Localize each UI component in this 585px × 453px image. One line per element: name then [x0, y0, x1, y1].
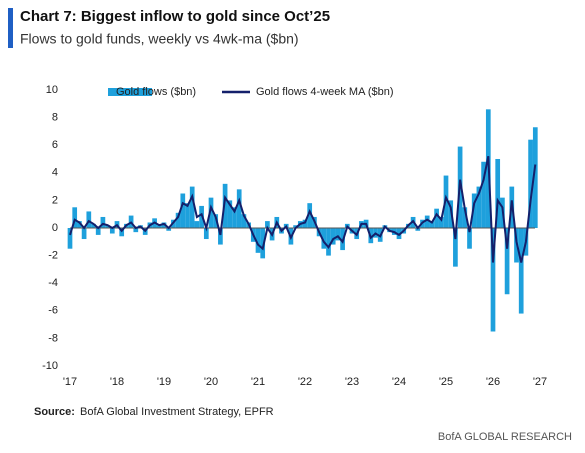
- bar: [175, 212, 181, 228]
- bar: [504, 228, 510, 295]
- bar: [302, 219, 308, 228]
- bar: [166, 228, 172, 231]
- bar: [453, 228, 458, 267]
- bar: [293, 225, 298, 228]
- x-tick-label: '24: [392, 376, 406, 388]
- title-accent: [8, 8, 13, 48]
- x-tick-label: '20: [204, 376, 218, 388]
- bar: [232, 207, 237, 228]
- x-tick-label: '23: [345, 376, 359, 388]
- bar: [326, 228, 331, 256]
- bar: [424, 215, 430, 228]
- bar: [321, 228, 327, 249]
- bar: [471, 193, 477, 228]
- bar: [518, 228, 524, 314]
- bar: [222, 183, 228, 228]
- x-tick-label: '27: [533, 376, 547, 388]
- x-tick-label: '19: [157, 376, 171, 388]
- bar: [260, 228, 266, 259]
- bar: [203, 228, 209, 240]
- bar: [180, 193, 186, 228]
- bar: [218, 228, 223, 245]
- bar: [434, 208, 439, 228]
- bar: [476, 186, 482, 228]
- x-tick-label: '22: [298, 376, 312, 388]
- bar: [95, 228, 101, 235]
- bar: [213, 214, 219, 228]
- bar: [490, 228, 496, 332]
- bar: [189, 186, 195, 228]
- y-tick-label: 10: [46, 84, 58, 96]
- chart-title: Chart 7: Biggest inflow to gold since Oc…: [20, 8, 330, 25]
- bar: [462, 207, 468, 228]
- bar: [72, 207, 78, 228]
- bar: [105, 225, 110, 228]
- bar: [438, 216, 444, 228]
- bar: [448, 200, 454, 228]
- y-tick-label: -6: [48, 305, 58, 317]
- legend-label: Gold flows ($bn): [116, 86, 196, 98]
- bar: [467, 228, 472, 249]
- bar: [481, 161, 486, 228]
- bar: [528, 139, 533, 228]
- legend-label: Gold flows 4-week MA ($bn): [256, 86, 394, 98]
- chart-subtitle: Flows to gold funds, weekly vs 4wk-ma ($…: [20, 31, 299, 47]
- footer: BofA GLOBAL RESEARCH: [438, 431, 572, 443]
- bar: [109, 228, 115, 234]
- y-tick-label: -2: [48, 250, 58, 262]
- bar: [396, 228, 402, 240]
- bar: [330, 228, 336, 245]
- x-tick-label: '25: [439, 376, 453, 388]
- bar: [241, 214, 247, 228]
- bar: [161, 222, 167, 228]
- bar: [307, 203, 313, 228]
- bar: [429, 221, 435, 228]
- bar: [77, 221, 82, 228]
- bar: [133, 228, 139, 233]
- y-tick-label: -10: [42, 360, 58, 372]
- bar: [91, 223, 96, 228]
- bar: [495, 159, 501, 228]
- bar: [67, 228, 73, 249]
- y-tick-label: 8: [52, 112, 58, 124]
- bar: [227, 200, 233, 228]
- bar: [81, 228, 87, 240]
- bar: [335, 228, 341, 241]
- x-tick-label: '18: [110, 376, 124, 388]
- bar: [156, 225, 162, 228]
- y-tick-label: 4: [52, 167, 58, 179]
- bar: [208, 197, 214, 228]
- y-tick-label: 6: [52, 139, 58, 151]
- y-tick-label: 2: [52, 194, 58, 206]
- bar: [532, 127, 538, 228]
- y-tick-label: -4: [48, 277, 58, 289]
- bar: [185, 203, 190, 228]
- y-tick-label: -8: [48, 332, 58, 344]
- bar: [194, 221, 200, 228]
- x-tick-label: '17: [63, 376, 77, 388]
- source-label: Source:: [34, 406, 75, 418]
- x-tick-label: '21: [251, 376, 265, 388]
- bar: [265, 221, 270, 228]
- bar: [236, 189, 242, 228]
- ma-line: [69, 156, 537, 263]
- bar: [86, 211, 92, 228]
- legend-swatch: [108, 88, 152, 96]
- source: BofA Global Investment Strategy, EPFR: [80, 406, 274, 418]
- bar: [255, 228, 261, 253]
- y-tick-label: 0: [52, 222, 58, 234]
- x-tick-label: '26: [486, 376, 500, 388]
- bar: [100, 216, 106, 228]
